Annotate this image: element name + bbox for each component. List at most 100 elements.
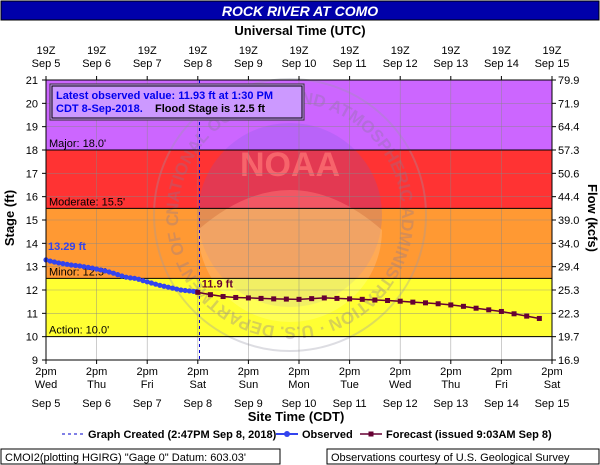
observed-point bbox=[94, 266, 100, 272]
top-tick-time: 19Z bbox=[239, 45, 258, 57]
bottom-tick-date: Sep 9 bbox=[234, 398, 263, 410]
legend-forecast-marker bbox=[368, 431, 374, 437]
observed-point bbox=[81, 264, 87, 270]
forecast-point bbox=[271, 296, 277, 302]
chart-title: ROCK RIVER AT COMO bbox=[222, 3, 378, 19]
info-box: Latest observed value: 11.93 ft at 1:30 … bbox=[49, 83, 305, 121]
top-tick-date: Sep 14 bbox=[484, 58, 519, 70]
observed-point bbox=[68, 262, 74, 268]
footer-credit: Observations courtesy of U.S. Geological… bbox=[331, 452, 570, 464]
title-bar bbox=[0, 0, 600, 21]
forecast-point bbox=[536, 315, 542, 321]
forecast-point bbox=[397, 298, 403, 304]
right-tick-label: 29.4 bbox=[558, 262, 579, 274]
forecast-point bbox=[385, 298, 391, 303]
observed-point bbox=[110, 270, 117, 276]
forecast-point bbox=[511, 311, 517, 317]
bottom-tick-day: Thu bbox=[441, 379, 460, 391]
observed-point bbox=[157, 282, 163, 288]
bottom-tick-time: 2pm bbox=[238, 366, 259, 378]
forecast-point bbox=[207, 292, 213, 298]
bottom-tick-day: Fri bbox=[495, 379, 508, 391]
top-axis-title: Universal Time (UTC) bbox=[234, 23, 365, 38]
right-tick-label: 34.0 bbox=[558, 238, 579, 250]
top-tick-time: 19Z bbox=[188, 45, 207, 57]
right-tick-label: 79.9 bbox=[558, 75, 579, 87]
forecast-start-label: 11.9 ft bbox=[202, 278, 234, 290]
bottom-tick-time: 2pm bbox=[389, 366, 410, 378]
left-tick-label: 10 bbox=[26, 332, 38, 344]
top-tick-date: Sep 11 bbox=[333, 58, 367, 70]
left-axis-ticks: 9 10 11 12 13 14 15 16 17 18 19 20 21 bbox=[26, 75, 46, 367]
top-tick-date: Sep 9 bbox=[234, 58, 263, 70]
top-tick-date: Sep 5 bbox=[32, 58, 61, 70]
observed-point bbox=[64, 261, 70, 267]
left-tick-label: 20 bbox=[26, 98, 38, 110]
observed-point bbox=[56, 260, 62, 266]
bottom-tick-day: Mon bbox=[288, 379, 309, 391]
left-tick-label: 9 bbox=[32, 355, 38, 367]
observed-point bbox=[148, 280, 155, 286]
plot-frame bbox=[45, 79, 553, 361]
left-tick-label: 14 bbox=[26, 238, 38, 250]
forecast-point bbox=[220, 294, 226, 300]
bottom-tick-date: Sep 11 bbox=[333, 398, 367, 410]
right-tick-label: 16.9 bbox=[558, 355, 579, 367]
bottom-tick-date: Sep 5 bbox=[32, 398, 61, 410]
right-tick-label: 71.9 bbox=[558, 98, 579, 110]
top-tick-date: Sep 15 bbox=[535, 58, 570, 70]
forecast-point bbox=[283, 296, 289, 302]
observed-point bbox=[174, 286, 180, 292]
bottom-tick-day: Sun bbox=[239, 379, 259, 391]
right-tick-label: 22.3 bbox=[558, 308, 579, 320]
observed-point bbox=[165, 284, 171, 290]
left-tick-label: 12 bbox=[26, 285, 38, 297]
observed-point bbox=[102, 268, 108, 274]
forecast-point bbox=[473, 305, 479, 311]
bottom-tick-day: Sat bbox=[190, 379, 207, 391]
top-tick-time: 19Z bbox=[391, 45, 410, 57]
top-tick-time: 19Z bbox=[138, 45, 157, 57]
legend-observed-marker bbox=[284, 431, 290, 437]
bottom-tick-day: Thu bbox=[87, 379, 106, 391]
top-tick-time: 19Z bbox=[290, 45, 309, 57]
top-tick-time: 19Z bbox=[543, 45, 562, 57]
observed-point bbox=[186, 288, 192, 294]
forecast-point bbox=[195, 289, 201, 295]
observed-point bbox=[60, 261, 66, 267]
right-tick-label: 44.4 bbox=[558, 192, 579, 204]
observed-point bbox=[182, 287, 188, 294]
forecast-point bbox=[423, 300, 428, 306]
left-tick-label: 19 bbox=[26, 122, 38, 134]
bottom-tick-date: Sep 12 bbox=[383, 398, 418, 410]
forecast-line bbox=[197, 291, 540, 320]
forecast-point bbox=[258, 295, 264, 301]
observed-point bbox=[85, 264, 91, 270]
bottom-tick-date: Sep 7 bbox=[133, 398, 162, 410]
observed-point bbox=[127, 275, 133, 281]
svg-text:NOAA: NOAA bbox=[240, 146, 340, 184]
bottom-axis-title: Site Time (CDT) bbox=[248, 409, 345, 424]
observed-point bbox=[51, 259, 58, 265]
observed-point bbox=[115, 272, 121, 278]
right-axis-title: Flow (kcfs) bbox=[585, 184, 600, 252]
observed-point bbox=[77, 263, 83, 269]
bottom-tick-time: 2pm bbox=[187, 366, 208, 378]
bottom-tick-time: 2pm bbox=[440, 366, 461, 378]
left-tick-label: 11 bbox=[27, 308, 38, 320]
category-label-moderate: Moderate: 15.5' bbox=[49, 196, 125, 208]
observed-point bbox=[119, 273, 125, 279]
top-tick-time: 19Z bbox=[37, 45, 56, 57]
forecast-point bbox=[309, 296, 315, 302]
top-tick-date: Sep 12 bbox=[383, 58, 418, 70]
forecast-series: 11.9 ft bbox=[195, 278, 542, 321]
info-date-line: CDT 8-Sep-2018. bbox=[56, 103, 143, 115]
info-flood-stage: Flood Stage is 12.5 ft bbox=[155, 103, 265, 115]
bottom-tick-day: Sat bbox=[544, 379, 561, 391]
observed-point bbox=[144, 279, 150, 285]
bottom-tick-date: Sep 6 bbox=[82, 398, 111, 410]
forecast-point bbox=[347, 296, 353, 302]
observed-point bbox=[98, 267, 104, 273]
forecast-point bbox=[498, 308, 504, 314]
